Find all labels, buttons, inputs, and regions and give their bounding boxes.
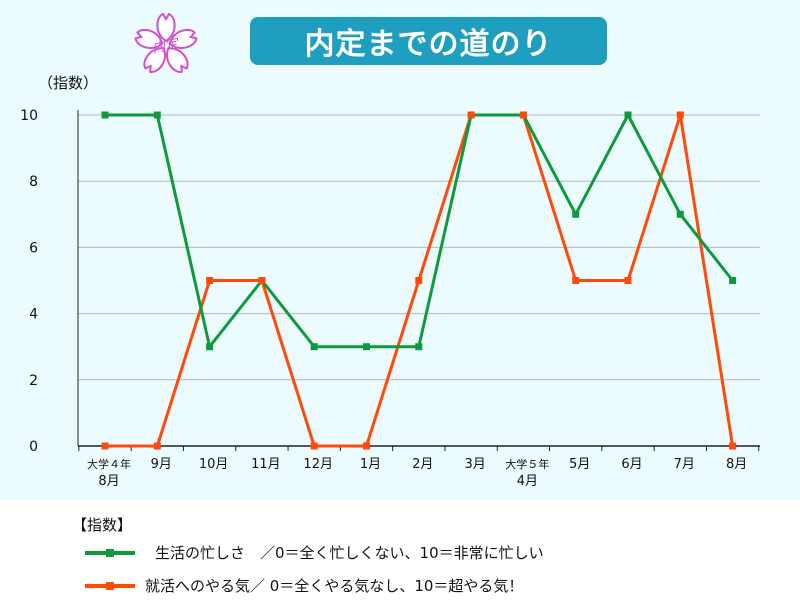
y-tick-label: 2 xyxy=(29,373,38,389)
x-tick-label: 6月 xyxy=(621,457,642,472)
x-tick-label: 大学４年 xyxy=(87,457,131,471)
data-point xyxy=(310,343,318,351)
data-point xyxy=(153,111,161,119)
data-point xyxy=(153,442,161,450)
data-point xyxy=(258,277,266,284)
data-point xyxy=(624,277,632,284)
x-tick-label: 7月 xyxy=(674,457,695,472)
data-point xyxy=(310,442,318,450)
legend-label-busyness: 生活の忙しさ ／0＝全く忙しくない、10＝非常に忙しい xyxy=(155,544,544,562)
data-point xyxy=(363,442,370,450)
y-tick-label: 10 xyxy=(20,108,38,124)
y-tick-label: 6 xyxy=(29,240,38,256)
data-point xyxy=(363,343,370,351)
y-axis-unit-label: （指数） xyxy=(38,74,99,92)
legend-swatch-busyness xyxy=(85,549,135,557)
sakura-badge-text: 内定 xyxy=(151,35,182,56)
title-banner: 内定までの道のり xyxy=(250,17,607,65)
legend-label-motivation: 就活へのやる気／ 0＝全くやる気なし、10＝超やる気！ xyxy=(145,577,524,595)
data-point xyxy=(519,111,527,119)
x-tick-label: 1月 xyxy=(360,457,381,472)
x-tick-label: 12月 xyxy=(303,457,333,472)
y-tick-label: 4 xyxy=(29,307,38,323)
x-tick-labels: 大学４年 8月 9月 10月 11月 12月 1月 2月 3月 大学５年 4月 5月 6月 7月 8月 xyxy=(87,457,747,489)
legend-item-busyness: 生活の忙しさ ／0＝全く忙しくない、10＝非常に忙しい xyxy=(85,540,765,564)
x-tick-label: 2月 xyxy=(412,457,433,472)
x-tick-label: 4月 xyxy=(517,474,538,489)
x-tick-label: 5月 xyxy=(569,457,590,472)
x-tick-label: 8月 xyxy=(98,474,119,489)
data-point xyxy=(729,277,737,284)
data-point xyxy=(572,277,580,284)
data-point xyxy=(624,111,632,119)
legend-item-motivation: 就活へのやる気／ 0＝全くやる気なし、10＝超やる気！ xyxy=(85,573,765,597)
x-tick-label: 10月 xyxy=(199,457,229,472)
legend-swatch-motivation xyxy=(85,582,135,590)
data-point xyxy=(572,210,580,218)
line-chart: 0 2 4 6 8 10 大学４年 8月 9月 10月 11月 12月 1月 2月 3月 大学５年 4月 5月 6… xyxy=(20,108,760,489)
legend-title: 【指数】 xyxy=(72,516,133,534)
chart-grid xyxy=(78,114,760,381)
chart-panel xyxy=(0,0,800,500)
data-point xyxy=(415,277,423,284)
y-tick-label: 0 xyxy=(29,439,38,455)
data-point xyxy=(676,111,684,119)
y-tick-labels: 0 2 4 6 8 10 xyxy=(20,108,38,455)
x-tick-label: 8月 xyxy=(726,457,747,472)
x-tick-label: 9月 xyxy=(151,457,172,472)
data-point xyxy=(415,343,423,351)
data-point xyxy=(467,111,475,119)
series-points xyxy=(101,111,737,450)
data-point xyxy=(206,343,214,351)
data-point xyxy=(101,111,109,119)
chart-title: 内定までの道のり xyxy=(304,27,553,62)
sakura-badge-icon: 内定 xyxy=(134,12,198,73)
x-tick-label: 11月 xyxy=(251,457,281,472)
y-tick-label: 8 xyxy=(29,174,38,190)
x-tick-label: 大学５年 xyxy=(505,457,549,471)
data-point xyxy=(206,277,214,284)
x-tick-label: 3月 xyxy=(464,457,485,472)
data-point xyxy=(676,210,684,218)
data-point xyxy=(729,442,737,450)
data-point xyxy=(101,442,109,450)
